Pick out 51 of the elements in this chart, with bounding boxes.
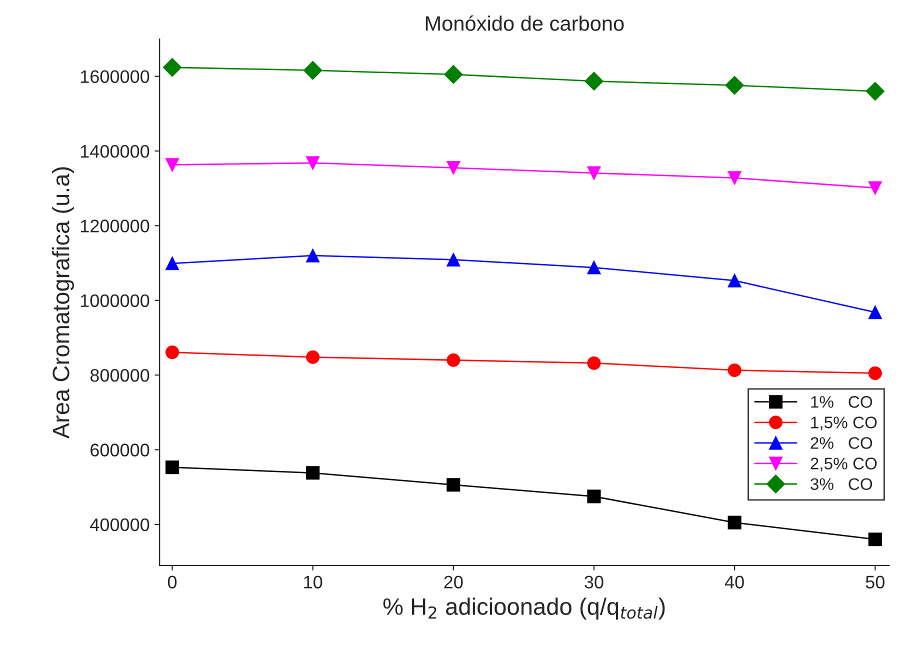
point — [162, 58, 182, 77]
point — [444, 65, 463, 84]
legend-label: 3% CO — [810, 478, 872, 490]
x-tick-label: 10 — [304, 576, 322, 588]
legend-label: 1,5% CO — [811, 416, 877, 430]
point — [868, 306, 882, 320]
point — [728, 363, 742, 377]
point — [725, 76, 744, 95]
point — [306, 156, 320, 170]
y-tick-label: 800000 — [90, 369, 150, 382]
point — [303, 61, 322, 80]
x-tick-label: 20 — [444, 576, 463, 588]
x-axis-title: % H$_{2}$ adicioonado (q/q$_{total}$) — [383, 598, 665, 620]
point — [587, 356, 601, 370]
x-tick-label: 50 — [866, 576, 884, 588]
point — [728, 274, 742, 288]
y-axis-title: Area Cromatografica (u.a) — [52, 167, 74, 439]
legend-label: 2,5% CO — [810, 458, 877, 472]
legend-label: 2% CO — [810, 437, 872, 449]
point — [306, 248, 320, 262]
point — [868, 532, 882, 546]
point — [587, 490, 601, 504]
point — [728, 516, 742, 530]
chart-title: Monóxido de carbono — [426, 15, 624, 31]
point — [165, 158, 180, 172]
y-tick-label: 1000000 — [80, 294, 150, 308]
x-tick-label: 0 — [168, 576, 177, 588]
point — [446, 161, 460, 175]
point — [866, 82, 884, 101]
point — [446, 252, 460, 266]
point — [868, 366, 882, 380]
point — [868, 181, 882, 195]
legend-label: 1% CO — [811, 396, 872, 408]
point — [165, 346, 180, 360]
point — [306, 350, 320, 364]
point — [165, 256, 180, 270]
point — [165, 460, 180, 474]
point — [587, 166, 601, 180]
point — [584, 72, 604, 91]
point — [446, 353, 460, 367]
y-tick-label: 1600000 — [80, 70, 150, 84]
point — [587, 260, 601, 274]
y-tick-label: 1400000 — [80, 144, 150, 158]
y-tick-label: 400000 — [90, 518, 150, 532]
point — [306, 466, 320, 480]
point — [446, 478, 460, 492]
x-tick-label: 40 — [724, 576, 744, 588]
y-tick-label: 600000 — [90, 444, 150, 456]
point — [728, 171, 742, 185]
x-tick-label: 30 — [584, 576, 604, 588]
y-tick-label: 1200000 — [80, 220, 150, 232]
